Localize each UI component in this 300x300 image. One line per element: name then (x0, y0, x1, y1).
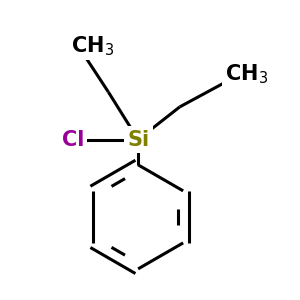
Text: Cl: Cl (61, 130, 84, 150)
Text: CH$_3$: CH$_3$ (70, 34, 113, 58)
Text: Si: Si (127, 130, 149, 150)
Text: CH$_3$: CH$_3$ (225, 62, 268, 86)
